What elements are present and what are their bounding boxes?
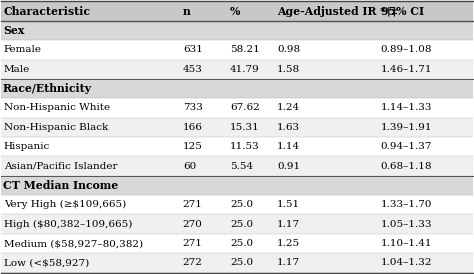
Text: Characteristic: Characteristic xyxy=(4,5,91,16)
Text: 1.14: 1.14 xyxy=(277,142,300,151)
Text: 1.17: 1.17 xyxy=(277,220,300,229)
Text: 1.04–1.32: 1.04–1.32 xyxy=(381,258,432,267)
Text: 67.62: 67.62 xyxy=(230,104,260,112)
Text: 1.63: 1.63 xyxy=(277,123,300,132)
Text: n: n xyxy=(183,5,191,16)
Bar xyxy=(1,98,473,118)
Text: 272: 272 xyxy=(183,258,203,267)
Bar xyxy=(1,40,473,59)
Text: 95% CI: 95% CI xyxy=(381,5,424,16)
Text: Sex: Sex xyxy=(3,25,24,36)
Text: Very High (≥$109,665): Very High (≥$109,665) xyxy=(4,200,126,209)
Text: 1.24: 1.24 xyxy=(277,104,300,112)
Text: 0.91: 0.91 xyxy=(277,162,300,170)
Text: 25.0: 25.0 xyxy=(230,220,253,229)
Text: 270: 270 xyxy=(183,220,203,229)
Text: 0.68–1.18: 0.68–1.18 xyxy=(381,162,432,170)
Bar xyxy=(1,21,473,40)
Bar xyxy=(1,137,473,156)
Text: 41.79: 41.79 xyxy=(230,65,260,74)
Text: 631: 631 xyxy=(183,45,203,54)
Text: 166: 166 xyxy=(183,123,203,132)
Text: 0.94–1.37: 0.94–1.37 xyxy=(381,142,432,151)
Bar xyxy=(1,215,473,234)
Text: 60: 60 xyxy=(183,162,196,170)
Text: 25.0: 25.0 xyxy=(230,239,253,248)
Bar xyxy=(1,118,473,137)
Text: 271: 271 xyxy=(183,200,203,209)
Text: CT Median Income: CT Median Income xyxy=(3,180,118,191)
Text: Non-Hispanic White: Non-Hispanic White xyxy=(4,104,110,112)
Text: 25.0: 25.0 xyxy=(230,200,253,209)
Bar xyxy=(1,156,473,176)
Bar xyxy=(1,79,473,98)
Text: Asian/Pacific Islander: Asian/Pacific Islander xyxy=(4,162,117,170)
Text: 1.58: 1.58 xyxy=(277,65,300,74)
Text: 1.25: 1.25 xyxy=(277,239,300,248)
Text: 5.54: 5.54 xyxy=(230,162,253,170)
Text: 1.46–1.71: 1.46–1.71 xyxy=(381,65,432,74)
Text: 0.89–1.08: 0.89–1.08 xyxy=(381,45,432,54)
Text: Female: Female xyxy=(4,45,42,54)
Text: Age-Adjusted IR *†‡: Age-Adjusted IR *†‡ xyxy=(277,5,397,16)
Bar xyxy=(1,176,473,195)
Bar xyxy=(1,59,473,79)
Text: 1.05–1.33: 1.05–1.33 xyxy=(381,220,432,229)
Text: 11.53: 11.53 xyxy=(230,142,260,151)
Text: 1.10–1.41: 1.10–1.41 xyxy=(381,239,432,248)
Text: Male: Male xyxy=(4,65,30,74)
Text: 15.31: 15.31 xyxy=(230,123,260,132)
Bar xyxy=(1,253,473,273)
Bar xyxy=(1,234,473,253)
Text: 1.51: 1.51 xyxy=(277,200,300,209)
Text: 1.39–1.91: 1.39–1.91 xyxy=(381,123,432,132)
Text: 1.14–1.33: 1.14–1.33 xyxy=(381,104,432,112)
Text: 125: 125 xyxy=(183,142,203,151)
Text: 0.98: 0.98 xyxy=(277,45,300,54)
Text: 733: 733 xyxy=(183,104,203,112)
Text: High ($80,382–109,665): High ($80,382–109,665) xyxy=(4,220,132,229)
Text: 25.0: 25.0 xyxy=(230,258,253,267)
Text: Non-Hispanic Black: Non-Hispanic Black xyxy=(4,123,108,132)
Text: Medium ($58,927–80,382): Medium ($58,927–80,382) xyxy=(4,239,143,248)
Text: 1.17: 1.17 xyxy=(277,258,300,267)
Text: %: % xyxy=(230,5,240,16)
Text: 58.21: 58.21 xyxy=(230,45,260,54)
Bar xyxy=(1,195,473,215)
Text: 1.33–1.70: 1.33–1.70 xyxy=(381,200,432,209)
Bar xyxy=(1,1,473,21)
Text: 271: 271 xyxy=(183,239,203,248)
Text: Race/Ethnicity: Race/Ethnicity xyxy=(3,83,92,94)
Text: Low (<$58,927): Low (<$58,927) xyxy=(4,258,89,267)
Text: Hispanic: Hispanic xyxy=(4,142,50,151)
Text: 453: 453 xyxy=(183,65,203,74)
